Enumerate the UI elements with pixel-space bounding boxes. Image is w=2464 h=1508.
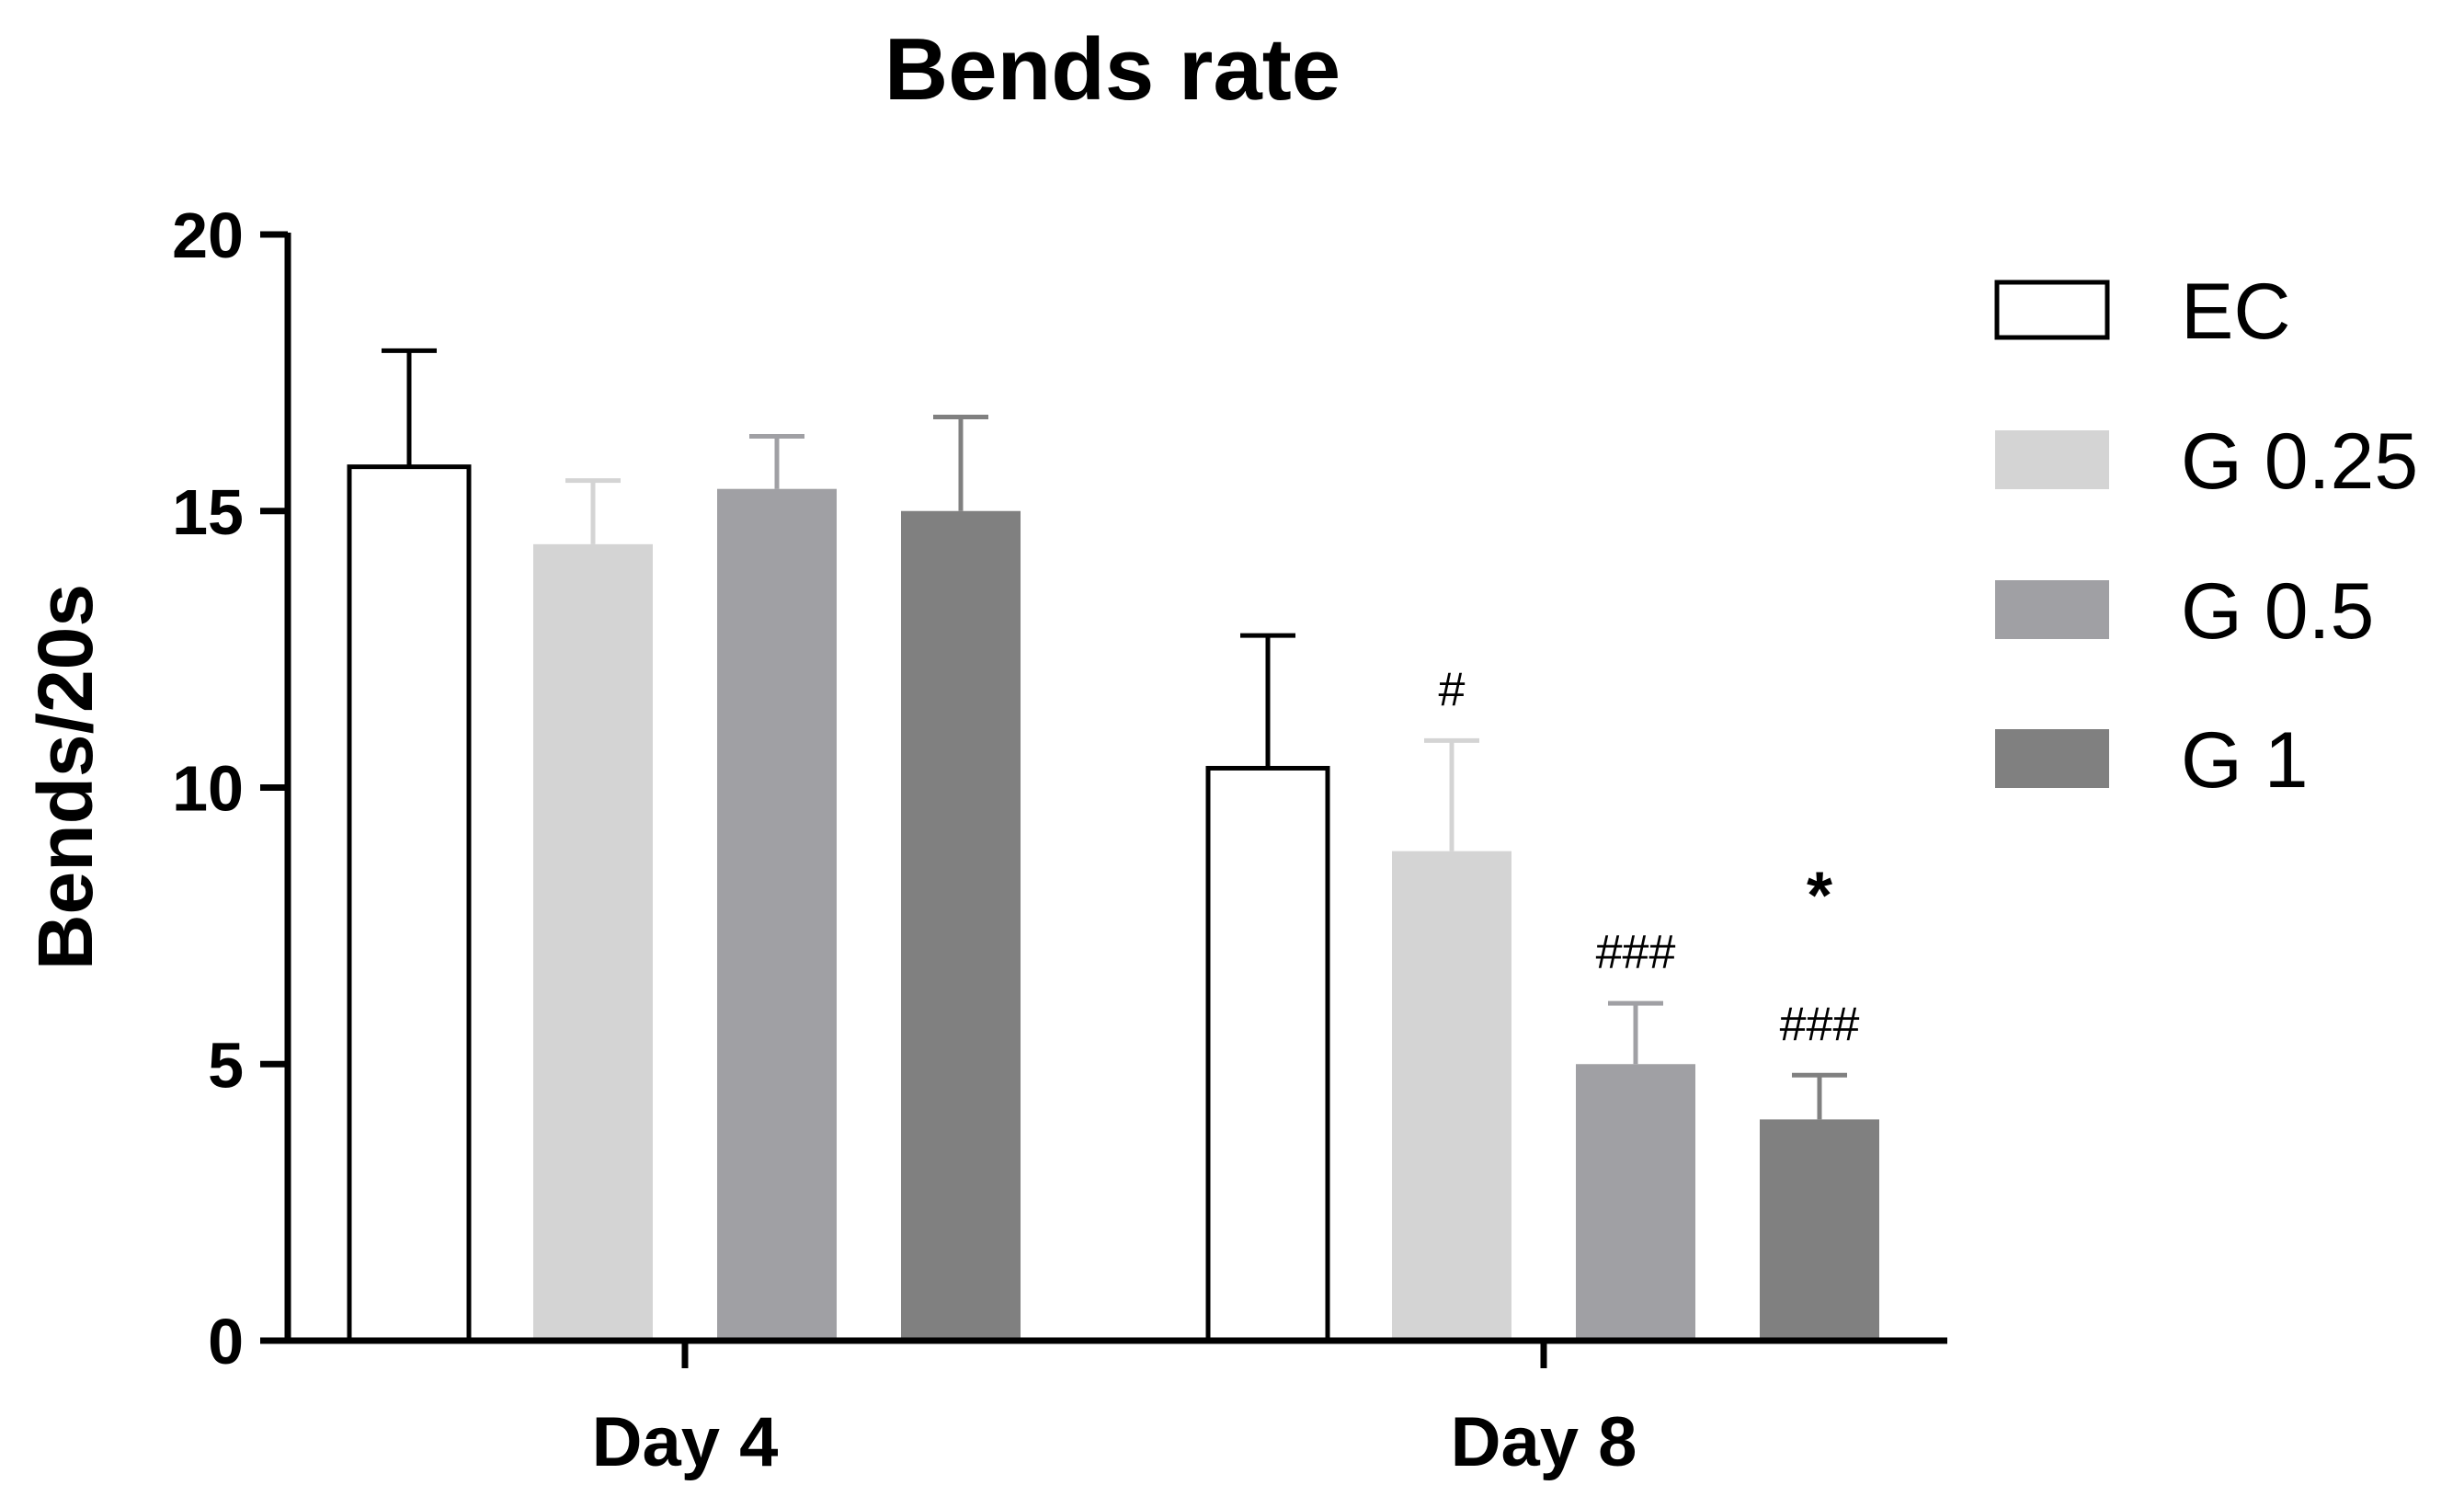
- bar-day-8-g-0-25: [1392, 851, 1511, 1341]
- legend-label-ec: EC: [2181, 268, 2290, 356]
- legend-swatch-g-0-25: [1995, 430, 2109, 489]
- bars-layer: ####*###: [347, 348, 1879, 1343]
- bar-day-8-g-0-5: [1576, 1064, 1695, 1341]
- bar-day-4-g-1: [901, 510, 1021, 1341]
- chart-title: Bends rate: [884, 20, 1340, 119]
- y-axis-label: Bends/20s: [22, 584, 108, 970]
- y-tick-label-0: 0: [208, 1306, 244, 1377]
- y-tick-label-20: 20: [172, 200, 244, 271]
- bar-day-4-g-0-25: [533, 543, 653, 1341]
- legend: EC G 0.25 G 0.5 G 1: [1994, 268, 2418, 805]
- x-tick-label-day-4: Day 4: [592, 1403, 779, 1481]
- annotation-day-8-g-0-5-0: ###: [1596, 926, 1676, 979]
- bar-day-4-ec: [347, 464, 472, 1343]
- legend-label-g-0-5: G 0.5: [2181, 567, 2374, 656]
- y-tick-label-10: 10: [172, 753, 244, 825]
- y-tick-label-5: 5: [208, 1029, 244, 1101]
- bar-day-4-g-0-5: [717, 488, 837, 1341]
- y-tick-label-15: 15: [172, 476, 244, 548]
- legend-swatch-ec: [1994, 280, 2110, 340]
- bar-day-8-g-1: [1760, 1119, 1879, 1341]
- legend-label-g-0-25: G 0.25: [2181, 417, 2418, 506]
- legend-swatch-g-0-5: [1995, 580, 2109, 639]
- legend-swatch-g-1: [1995, 729, 2109, 788]
- annotation-day-8-g-0-25-0: #: [1439, 663, 1466, 716]
- annotation-day-8-g-1-1: ###: [1780, 998, 1860, 1051]
- bar-day-8-ec: [1205, 765, 1330, 1343]
- legend-label-g-1: G 1: [2181, 716, 2309, 805]
- axes-layer: 0 5 10 15 20 Day 4 Day 8: [172, 200, 1947, 1481]
- annotation-day-8-g-1-0: *: [1807, 859, 1832, 932]
- x-tick-label-day-8: Day 8: [1451, 1403, 1637, 1481]
